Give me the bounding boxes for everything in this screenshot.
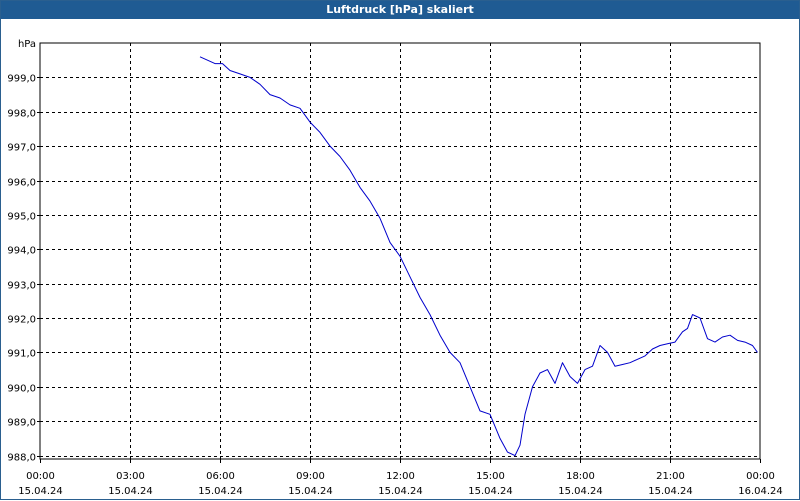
x-tick-time-label: 15:00 bbox=[476, 471, 505, 482]
y-tick-label: 994,0 bbox=[7, 246, 36, 257]
y-tick-label: 988,0 bbox=[7, 453, 36, 464]
x-tick-time-label: 03:00 bbox=[116, 471, 145, 482]
y-tick-label: 997,0 bbox=[7, 143, 36, 154]
x-tick-date-label: 15.04.24 bbox=[108, 486, 153, 497]
x-tick-time-label: 06:00 bbox=[206, 471, 235, 482]
y-tick-label: 999,0 bbox=[7, 74, 36, 85]
y-tick-labels: 988,0 989,0 990,0 991,0 992,0 993,0 994,0 995,0… bbox=[7, 74, 36, 464]
x-tick-time-label: 21:00 bbox=[656, 471, 685, 482]
y-tick-label: 989,0 bbox=[7, 418, 36, 429]
x-tick-date-label: 15.04.24 bbox=[378, 486, 423, 497]
x-tick-labels: 00:00 15.04.24 03:00 15.04.24 06:00 15.04.24 0… bbox=[18, 471, 783, 497]
x-tick-time-label: 00:00 bbox=[746, 471, 775, 482]
x-tick-time-label: 12:00 bbox=[386, 471, 415, 482]
grid bbox=[40, 43, 760, 459]
y-tick-label: 998,0 bbox=[7, 109, 36, 120]
x-tick-time-label: 18:00 bbox=[566, 471, 595, 482]
y-axis-unit-label: hPa bbox=[18, 39, 36, 50]
y-tick-label: 991,0 bbox=[7, 349, 36, 360]
x-tick-date-label: 15.04.24 bbox=[288, 486, 333, 497]
x-tick-date-label: 15.04.24 bbox=[558, 486, 603, 497]
window-title: Luftdruck [hPa] skaliert bbox=[1, 1, 799, 19]
y-tick-label: 993,0 bbox=[7, 281, 36, 292]
x-tick-date-label: 15.04.24 bbox=[198, 486, 243, 497]
x-tick-date-label: 15.04.24 bbox=[18, 486, 63, 497]
x-tick-time-label: 00:00 bbox=[26, 471, 55, 482]
series-line bbox=[199, 56, 758, 457]
x-tick-date-label: 15.04.24 bbox=[468, 486, 513, 497]
x-tick-date-label: 16.04.24 bbox=[738, 486, 783, 497]
axes bbox=[37, 42, 761, 463]
y-tick-label: 990,0 bbox=[7, 384, 36, 395]
y-tick-label: 992,0 bbox=[7, 315, 36, 326]
series-layer bbox=[199, 56, 758, 457]
y-tick-label: 995,0 bbox=[7, 212, 36, 223]
y-tick-label: 996,0 bbox=[7, 178, 36, 189]
x-tick-time-label: 09:00 bbox=[296, 471, 325, 482]
x-tick-date-label: 15.04.24 bbox=[648, 486, 693, 497]
